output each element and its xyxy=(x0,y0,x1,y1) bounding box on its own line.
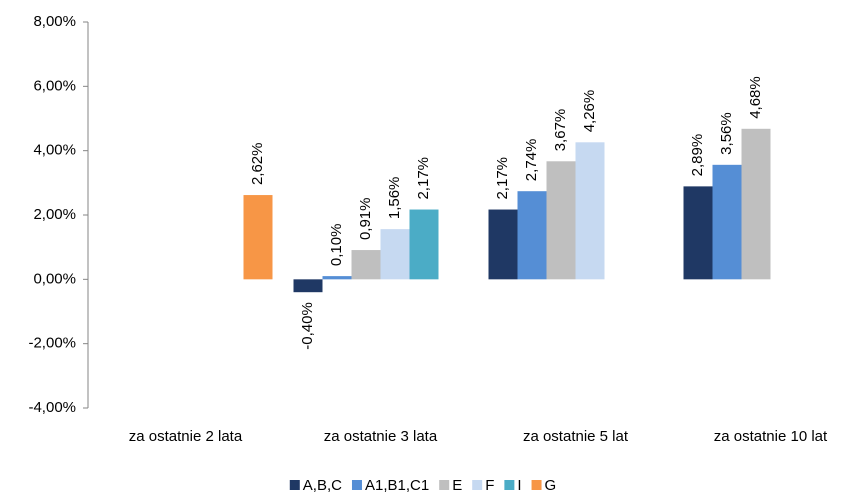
y-tick-label: 6,00% xyxy=(33,77,76,94)
x-tick-label: za ostatnie 2 lata xyxy=(129,428,243,445)
legend-label: A,B,C xyxy=(303,477,342,493)
value-label: 2,17% xyxy=(494,157,511,200)
x-tick-label: za ostatnie 3 lata xyxy=(324,428,438,445)
legend-swatch xyxy=(504,480,515,490)
value-label: 2,62% xyxy=(249,143,266,186)
value-label: 0,10% xyxy=(328,224,345,267)
legend-swatch xyxy=(439,480,450,490)
legend-swatch xyxy=(289,480,300,490)
bar xyxy=(546,161,576,280)
value-label: 3,67% xyxy=(552,109,569,152)
legend-swatch xyxy=(472,480,483,490)
y-tick-label: 0,00% xyxy=(33,270,76,287)
bar xyxy=(322,276,352,280)
legend-label: F xyxy=(485,477,494,493)
y-tick-label: -2,00% xyxy=(28,335,76,352)
bar xyxy=(488,209,518,280)
bar xyxy=(351,250,381,280)
value-label: -0,40% xyxy=(299,302,316,350)
y-tick-label: 8,00% xyxy=(33,13,76,30)
x-tick-label: za ostatnie 5 lat xyxy=(523,428,629,445)
y-tick-label: 2,00% xyxy=(33,206,76,223)
legend-label: E xyxy=(452,477,462,493)
bar xyxy=(741,128,771,280)
bar xyxy=(380,229,410,280)
bar xyxy=(293,279,323,293)
value-label: 3,56% xyxy=(718,112,735,155)
legend-label: I xyxy=(517,477,521,493)
bar xyxy=(409,209,439,280)
value-label: 2,89% xyxy=(689,134,706,177)
y-tick-label: 4,00% xyxy=(33,142,76,159)
bar xyxy=(575,142,605,280)
value-label: 2,17% xyxy=(415,157,432,200)
y-tick-label: -4,00% xyxy=(28,399,76,416)
legend-swatch xyxy=(351,480,362,490)
value-label: 1,56% xyxy=(386,177,403,220)
value-label: 0,91% xyxy=(357,198,374,241)
bar xyxy=(712,164,742,280)
value-label: 2,74% xyxy=(523,139,540,182)
bar xyxy=(243,195,273,280)
bar xyxy=(683,186,713,280)
x-tick-label: za ostatnie 10 lat xyxy=(714,428,828,445)
legend-label: G xyxy=(545,477,557,493)
legend-swatch xyxy=(531,480,542,490)
legend-label: A1,B1,C1 xyxy=(365,477,429,493)
bar xyxy=(517,191,547,280)
value-label: 4,26% xyxy=(581,90,598,133)
value-label: 4,68% xyxy=(747,76,764,119)
